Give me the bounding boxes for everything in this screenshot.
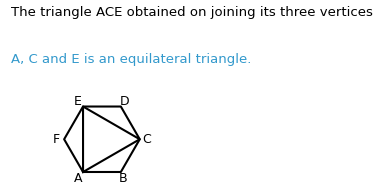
Text: A, C and E is an equilateral triangle.: A, C and E is an equilateral triangle.	[11, 53, 252, 66]
Text: The triangle ACE obtained on joining its three vertices: The triangle ACE obtained on joining its…	[11, 6, 373, 19]
Text: D: D	[120, 95, 130, 108]
Text: F: F	[52, 133, 59, 146]
Text: B: B	[118, 172, 127, 184]
Text: C: C	[142, 133, 150, 146]
Text: E: E	[74, 95, 81, 108]
Text: A: A	[74, 172, 82, 184]
